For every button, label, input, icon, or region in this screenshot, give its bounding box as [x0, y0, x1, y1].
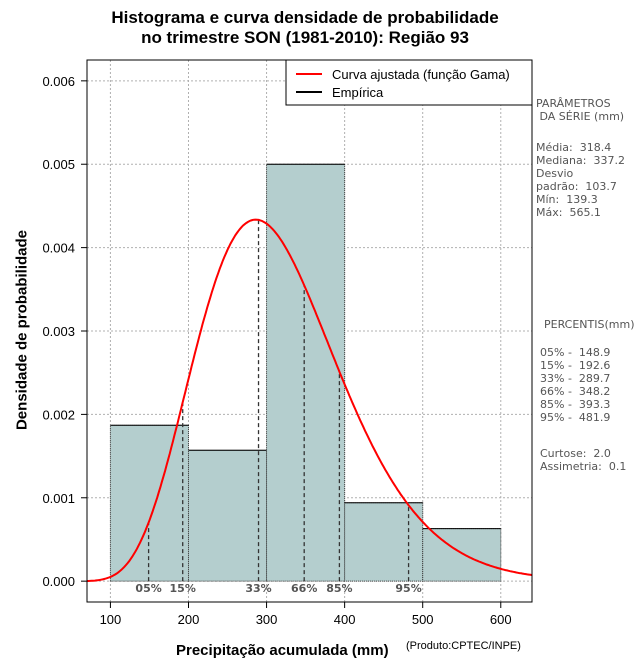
- percentile-label: 33%: [245, 582, 271, 595]
- percentile-item: 85% - 393.3: [540, 398, 611, 411]
- percentile-label: 85%: [326, 582, 352, 595]
- percentile-item: 33% - 289.7: [540, 372, 611, 385]
- param-item: Mín: 139.3: [536, 193, 598, 206]
- chart-title-line-1: Histograma e curva densidade de probabil…: [111, 8, 499, 27]
- percentile-label: 95%: [395, 582, 421, 595]
- histogram-bar-outline: [266, 163, 346, 582]
- params-list: Média: 318.4 Mediana: 337.2 Desvio padrão: …: [536, 141, 625, 219]
- y-tick-label: 0.001: [42, 491, 75, 506]
- x-tick-label: 500: [412, 612, 434, 627]
- param-item: Mediana: 337.2: [536, 154, 625, 167]
- histogram-bar-outline: [187, 449, 268, 582]
- param-item: Média: 318.4: [536, 141, 612, 154]
- percentile-label: 15%: [170, 582, 196, 595]
- percentis-list: 05% - 148.9 15% - 192.6 33% - 289.7 66% - 3…: [540, 346, 610, 424]
- x-tick-label: 600: [490, 612, 512, 627]
- histogram-bar: [344, 502, 423, 582]
- histogram-bar: [422, 528, 501, 582]
- x-tick-label: 100: [100, 612, 122, 627]
- percentile-item: 15% - 192.6: [540, 359, 611, 372]
- param-item: Máx: 565.1: [536, 206, 601, 219]
- y-tick-label: 0.006: [42, 74, 75, 89]
- percentis-title: PERCENTIS(mm): [544, 318, 635, 331]
- x-tick-label: 300: [256, 612, 278, 627]
- chart-title-line-2: no trimestre SON (1981-2010): Região 93: [141, 28, 469, 47]
- y-tick-label: 0.004: [42, 241, 75, 256]
- y-tick-label: 0.003: [42, 324, 75, 339]
- histogram-bar: [110, 425, 189, 582]
- histogram-bar: [266, 164, 345, 582]
- y-tick-label: 0.000: [42, 574, 75, 589]
- y-tick-label: 0.005: [42, 157, 75, 172]
- y-tick-label: 0.002: [42, 407, 75, 422]
- histogram-bar: [188, 450, 267, 582]
- params-title: PARÂMETROS DA SÉRIE (mm): [536, 97, 625, 123]
- gamma-curve: [87, 218, 533, 582]
- param-item: padrão: 103.7: [536, 180, 617, 193]
- histogram-bar-outline: [422, 528, 502, 582]
- legend-label: Empírica: [332, 85, 384, 100]
- percentile-label: 66%: [291, 582, 317, 595]
- percentile-item: 66% - 348.2: [540, 385, 611, 398]
- param-item: Desvio: [536, 167, 574, 180]
- legend-box: [285, 59, 533, 106]
- x-tick-label: 400: [334, 612, 356, 627]
- y-axis-label: Densidade de probabilidade: [13, 229, 31, 431]
- product-credit: (Produto:CPTEC/INPE): [406, 640, 521, 652]
- stats-list: Curtose: 2.0 Assimetria: 0.1: [540, 447, 626, 473]
- stat-item: Curtose: 2.0: [540, 447, 611, 460]
- chart-title: Histograma e curva densidade de probabil…: [0, 8, 610, 48]
- percentile-item: 95% - 481.9: [540, 411, 611, 424]
- legend-label: Curva ajustada (função Gama): [332, 67, 510, 82]
- x-axis-label: Precipitação acumulada (mm): [176, 642, 389, 659]
- x-tick-label: 200: [178, 612, 200, 627]
- stat-item: Assimetria: 0.1: [540, 460, 627, 473]
- percentile-label: 05%: [135, 582, 161, 595]
- percentile-item: 05% - 148.9: [540, 346, 611, 359]
